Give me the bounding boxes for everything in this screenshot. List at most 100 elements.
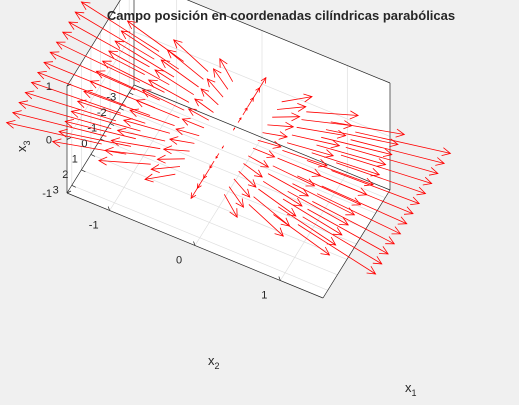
quiver-arrow-head xyxy=(255,87,261,93)
quiver-arrow-shaft xyxy=(163,148,190,152)
axes-back-panes xyxy=(67,0,390,298)
quiver-arrow-head xyxy=(144,173,154,183)
quiver-arrow-head xyxy=(332,227,343,236)
quiver-arrow-head xyxy=(364,177,374,187)
quiver-arrow-shaft xyxy=(108,50,170,86)
quiver-arrow-head xyxy=(382,148,393,157)
quiver-arrow-head xyxy=(120,30,131,40)
y-tick-label: -3 xyxy=(106,92,116,104)
quiver-arrow-head xyxy=(320,246,331,256)
y-axis-label: x2 xyxy=(208,353,220,371)
quiver-arrow-shaft xyxy=(188,108,209,121)
quiver-arrow-head xyxy=(110,137,121,147)
quiver-arrow-head xyxy=(116,127,127,137)
quiver-arrow-shaft xyxy=(173,39,209,72)
quiver-arrow-head xyxy=(395,128,406,138)
quiver-arrow-head xyxy=(129,108,140,117)
quiver-arrow-shaft xyxy=(312,201,395,245)
quiver-arrow-shaft xyxy=(262,132,288,138)
quiver-arrow-shaft xyxy=(311,152,380,176)
quiver-arrow-shaft xyxy=(68,21,150,68)
quiver-arrow-shaft xyxy=(340,154,432,184)
quiver-arrow-shaft xyxy=(252,147,275,158)
quiver-arrow-shaft xyxy=(282,150,328,167)
quiver-arrow-head xyxy=(122,118,133,127)
quiver-arrow-shaft xyxy=(350,139,445,164)
quiver-arrow-head xyxy=(104,146,114,156)
quiver-arrow-shaft xyxy=(209,160,215,169)
quiver-arrow-shaft xyxy=(297,224,376,275)
quiver-arrow-head xyxy=(221,147,224,149)
quiver-arrow-head xyxy=(305,178,316,187)
quiver-arrow-shaft xyxy=(98,160,151,165)
quiver-arrow-head xyxy=(74,11,85,20)
x-tick-label: 1 xyxy=(261,290,267,302)
quiver-arrow-head xyxy=(156,154,166,164)
quiver-arrow-shaft xyxy=(282,198,343,236)
quiver-arrow-head xyxy=(292,197,303,207)
grid-line-y xyxy=(71,184,328,291)
quiver-arrow-head xyxy=(49,51,60,60)
quiver-arrow-head xyxy=(336,129,347,139)
quiver-arrow-shaft xyxy=(206,78,224,98)
quiver-arrow-shaft xyxy=(175,128,200,137)
quiver-arrow-shaft xyxy=(160,59,199,88)
z-tick-label: 0 xyxy=(46,135,52,147)
x-tick-mark xyxy=(278,276,281,281)
quiver-arrow-head xyxy=(326,236,337,246)
quiver-arrow-shaft xyxy=(330,121,405,135)
quiver-arrow-head xyxy=(95,70,106,79)
quiver-arrow-head xyxy=(366,265,377,275)
quiver-arrow-head xyxy=(215,156,218,159)
quiver-arrow-shaft xyxy=(287,190,349,226)
quiver-arrow-head xyxy=(422,176,433,186)
quiver-arrow-shaft xyxy=(355,131,451,154)
quiver-arrow-head xyxy=(299,188,310,197)
z-tick-label: -1 xyxy=(42,188,52,200)
axis-ticks xyxy=(66,83,281,281)
quiver-arrow-shaft xyxy=(267,173,309,197)
quiver-arrow-head xyxy=(70,109,81,118)
quiver-arrow-shaft xyxy=(306,160,374,186)
quiver-arrow-shaft xyxy=(219,58,234,82)
quiver-arrow-head xyxy=(391,226,402,235)
z-tick-mark xyxy=(66,190,72,194)
quiver-arrow-shaft xyxy=(6,122,102,145)
y-tick-label: 3 xyxy=(53,184,59,196)
quiver-arrow-shaft xyxy=(306,111,359,116)
quiver-arrow-head xyxy=(200,88,210,97)
quiver-arrow-shaft xyxy=(316,193,401,235)
quiver-arrow-head xyxy=(249,97,254,102)
quiver-arrow-shaft xyxy=(243,163,263,178)
quiver-arrow-shaft xyxy=(121,30,180,70)
quiver-arrow-head xyxy=(80,1,91,11)
quiver-arrow-shaft xyxy=(50,51,136,91)
quiver-arrow-shaft xyxy=(253,196,290,227)
quiver-arrow-shaft xyxy=(345,147,439,174)
quiver-arrow-shaft xyxy=(148,79,190,103)
box-edge xyxy=(66,0,121,87)
quiver-arrow-head xyxy=(51,138,62,148)
quiver-arrow-head xyxy=(244,107,248,111)
quiver-arrow-shaft xyxy=(129,109,175,126)
quiver-arrow-shaft xyxy=(223,194,238,218)
grid-line-y xyxy=(90,154,348,260)
quiver-arrow-shaft xyxy=(102,60,165,93)
quiver-arrow-head xyxy=(89,80,100,89)
quiver-arrow-shaft xyxy=(74,11,155,60)
quiver-arrow-shaft xyxy=(83,90,151,116)
z-axis-label-base: x xyxy=(14,145,29,152)
y-tick-label: -1 xyxy=(87,123,97,135)
quiver-arrow-head xyxy=(61,31,72,40)
quiver-arrow-shaft xyxy=(321,185,407,225)
quiver-arrow-head xyxy=(266,150,276,158)
x-tick-mark xyxy=(193,241,196,246)
quiver-arrow-shaft xyxy=(302,216,383,265)
quiver-arrow-shaft xyxy=(56,41,141,83)
quiver-arrow-head xyxy=(212,68,222,78)
quiver-arrow-head xyxy=(187,108,197,116)
quiver-arrow-head xyxy=(18,100,29,109)
quiver-arrow-shaft xyxy=(31,82,121,114)
quiver-arrow-shaft xyxy=(242,107,248,116)
